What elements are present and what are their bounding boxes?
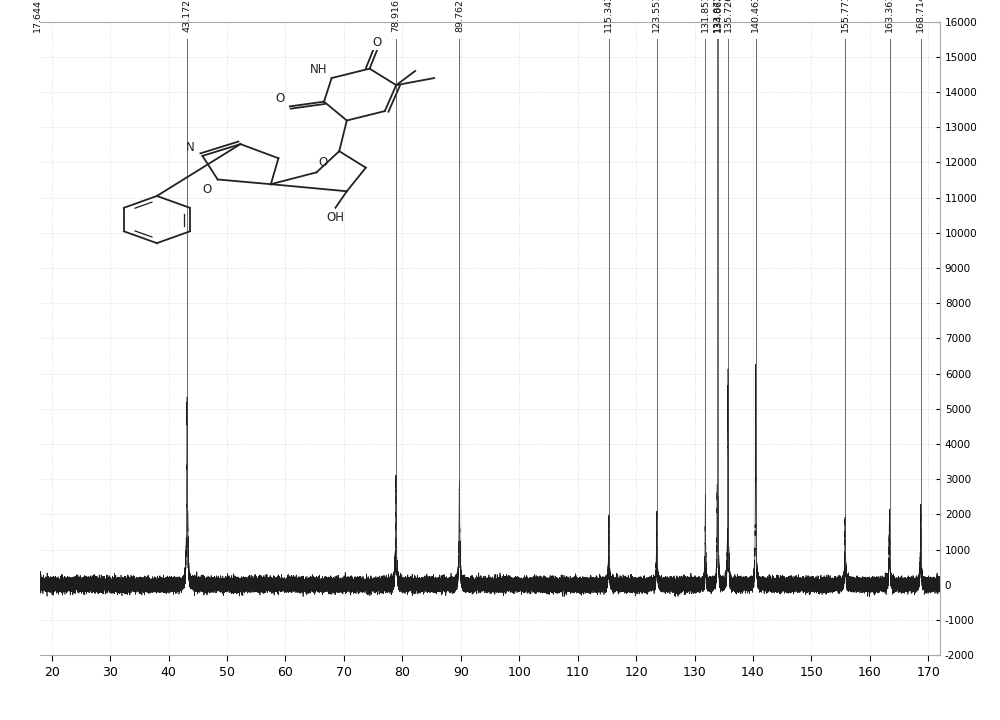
Text: 89.762: 89.762 [455,0,464,32]
Text: 78.916: 78.916 [392,0,401,32]
Text: 133.872: 133.872 [713,0,722,32]
Text: O: O [203,183,212,196]
Text: 155.771: 155.771 [841,0,850,32]
Text: O: O [318,156,328,169]
Text: NH: NH [310,63,328,76]
Text: O: O [373,35,382,48]
Text: 123.551: 123.551 [652,0,661,32]
Text: 131.851: 131.851 [701,0,710,32]
Text: 135.726: 135.726 [724,0,733,32]
Text: 140.463: 140.463 [751,0,760,32]
Text: 43.172: 43.172 [183,0,192,32]
Text: 17.644: 17.644 [33,0,42,32]
Text: 163.361: 163.361 [885,0,894,32]
Text: OH: OH [326,211,344,225]
Text: O: O [275,92,284,105]
Text: 134.061: 134.061 [714,0,723,32]
Text: 115.343: 115.343 [604,0,613,32]
Text: 168.714: 168.714 [916,0,925,32]
Text: N: N [186,140,195,153]
